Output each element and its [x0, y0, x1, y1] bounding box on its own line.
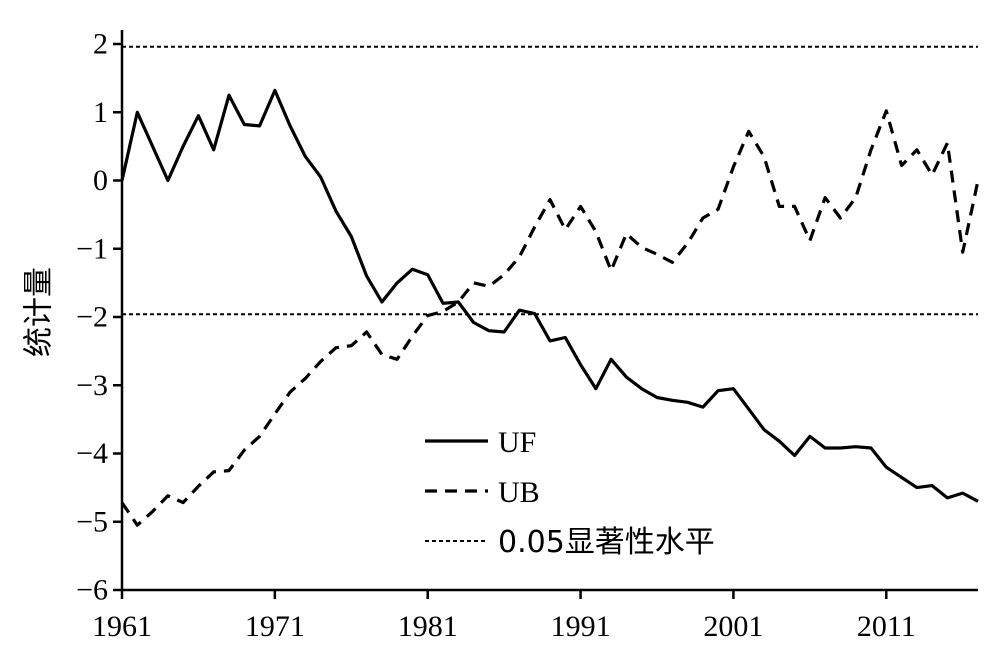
x-tick-label-5: 2011	[857, 610, 916, 643]
series-ub-line	[120, 109, 980, 527]
y-tick-label-5: −3	[76, 369, 108, 402]
series-uf-line	[120, 88, 979, 503]
axes	[120, 30, 978, 592]
x-tick-label-3: 1991	[551, 610, 611, 643]
y-tick-label-1: 1	[93, 96, 108, 129]
y-tick-label-8: −6	[76, 574, 108, 607]
series-lines	[120, 88, 980, 527]
y-tick-label-4: −2	[76, 301, 108, 334]
legend: UF UB 0.05显著性水平	[425, 426, 715, 560]
legend-uf-label: UF	[498, 426, 536, 459]
y-tick-label-0: 2	[93, 28, 108, 61]
x-tick-label-1: 1971	[245, 610, 305, 643]
legend-ub-label: UB	[498, 476, 540, 509]
x-tick-label-0: 1961	[92, 610, 152, 643]
y-tick-label-6: −4	[76, 437, 108, 470]
y-axis-label: 统计量	[22, 267, 57, 357]
y-tick-label-2: 0	[93, 164, 108, 197]
y-tick-label-7: −5	[76, 505, 108, 538]
x-tick-label-4: 2001	[703, 610, 763, 643]
y-tick-label-3: −1	[76, 232, 108, 265]
legend-significance-label: 0.05显著性水平	[498, 525, 715, 560]
x-tick-label-2: 1981	[398, 610, 458, 643]
reference-lines	[122, 45, 978, 316]
